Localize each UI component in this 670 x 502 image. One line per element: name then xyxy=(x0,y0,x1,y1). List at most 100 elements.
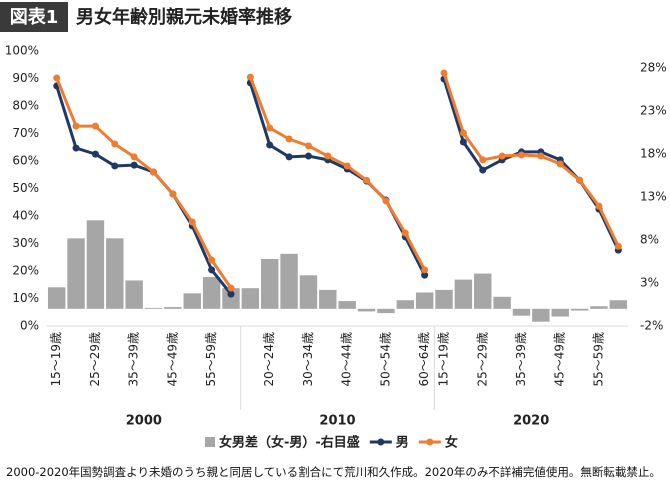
marker xyxy=(111,162,119,170)
bar xyxy=(435,289,453,309)
line xyxy=(442,72,620,247)
y-tick-label: 70% xyxy=(12,126,39,140)
bar xyxy=(144,307,163,309)
panel-label: 2010 xyxy=(319,414,355,429)
x-tick-label: 60～64歳 xyxy=(417,332,431,387)
y-tick-label: 0% xyxy=(20,319,39,333)
y-tick-label: 30% xyxy=(12,236,39,250)
marker xyxy=(382,197,390,205)
bar xyxy=(609,300,628,309)
marker xyxy=(595,202,603,210)
marker xyxy=(188,218,196,226)
marker xyxy=(169,190,177,198)
legend-label: 男 xyxy=(396,436,409,451)
x-tick-label: 45～49歳 xyxy=(553,332,567,387)
x-tick-label: 20～24歳 xyxy=(262,332,276,387)
line xyxy=(248,82,426,276)
bar xyxy=(125,280,143,309)
marker xyxy=(459,138,467,146)
label-box xyxy=(0,2,68,32)
line xyxy=(55,77,233,289)
marker xyxy=(440,69,448,77)
y-tick-label: 90% xyxy=(12,71,39,85)
marker xyxy=(363,176,371,184)
bar xyxy=(183,293,201,309)
y-tick-label: 40% xyxy=(12,209,39,223)
marker xyxy=(614,242,622,250)
x-tick-label: 45～49歳 xyxy=(165,332,179,387)
y2-tick-label: 8% xyxy=(640,233,659,247)
marker xyxy=(111,140,119,148)
marker xyxy=(227,284,235,292)
chart-title: 男女年齢別親元未婚率推移 xyxy=(76,6,292,28)
marker xyxy=(266,124,274,132)
y-tick-label: 10% xyxy=(12,291,39,305)
bar xyxy=(415,292,434,309)
x-tick-label: 15～19歳 xyxy=(49,332,63,387)
bar xyxy=(570,308,589,311)
y-tick-label: 20% xyxy=(12,264,39,278)
y-tick-label: 80% xyxy=(12,99,39,113)
bar xyxy=(551,308,569,317)
marker xyxy=(91,122,99,130)
legend-swatch xyxy=(205,437,215,447)
bar xyxy=(396,300,414,309)
y-tick-label: 60% xyxy=(12,154,39,168)
bar xyxy=(47,287,66,309)
bar xyxy=(377,308,395,314)
chart: 図表1 男女年齢別親元未婚率推移 0% 10% 20% 30% 40% 50% 60% 70%… xyxy=(0,2,667,451)
x-tick-label: 50～54歳 xyxy=(378,332,392,387)
figure-label: 図表1 xyxy=(10,6,59,28)
legend-label: 女男差（女-男）-右目盛 xyxy=(219,435,360,451)
marker xyxy=(130,153,138,161)
bar xyxy=(512,308,531,316)
marker xyxy=(266,141,274,149)
marker xyxy=(556,160,564,168)
marker xyxy=(537,152,545,160)
bar xyxy=(67,238,85,309)
marker xyxy=(576,176,584,184)
x-tick-label: 25～29歳 xyxy=(475,332,489,387)
bar xyxy=(261,258,279,309)
marker xyxy=(304,152,312,160)
x-tick-label: 15～19歳 xyxy=(437,332,451,387)
marker xyxy=(517,151,525,159)
marker xyxy=(479,156,487,164)
marker xyxy=(91,150,99,158)
marker xyxy=(53,74,61,82)
legend-label: 女 xyxy=(445,435,458,451)
legend-swatch xyxy=(426,438,434,446)
marker xyxy=(72,122,80,130)
marker xyxy=(324,152,332,160)
bar xyxy=(202,277,221,309)
marker xyxy=(208,266,216,274)
y2-tick-label: -2% xyxy=(640,319,663,333)
x-tick-label: 35～39歳 xyxy=(127,332,141,387)
legend-swatch xyxy=(377,438,385,446)
bar xyxy=(222,288,240,309)
bar xyxy=(357,308,376,312)
x-tick-label: 35～39歳 xyxy=(514,332,528,387)
y-tick-label: 100% xyxy=(5,44,39,58)
line xyxy=(248,76,426,271)
y2-tick-label: 13% xyxy=(640,190,667,204)
marker xyxy=(343,162,351,170)
x-tick-label: 25～29歳 xyxy=(88,332,102,387)
bar xyxy=(86,220,105,309)
bar xyxy=(299,275,318,309)
line xyxy=(442,78,620,251)
x-tick-label: 55～59歳 xyxy=(591,332,605,387)
marker xyxy=(304,142,312,150)
y2-tick-label: 23% xyxy=(640,104,667,118)
y2-tick-label: 28% xyxy=(640,61,667,75)
x-tick-label: 30～34歳 xyxy=(301,332,315,387)
bar xyxy=(454,279,473,309)
marker xyxy=(401,229,409,237)
bar xyxy=(164,307,182,309)
bar xyxy=(319,289,337,309)
y2-tick-label: 3% xyxy=(640,276,659,290)
marker xyxy=(150,168,158,176)
bar xyxy=(474,273,492,309)
marker xyxy=(421,271,429,279)
